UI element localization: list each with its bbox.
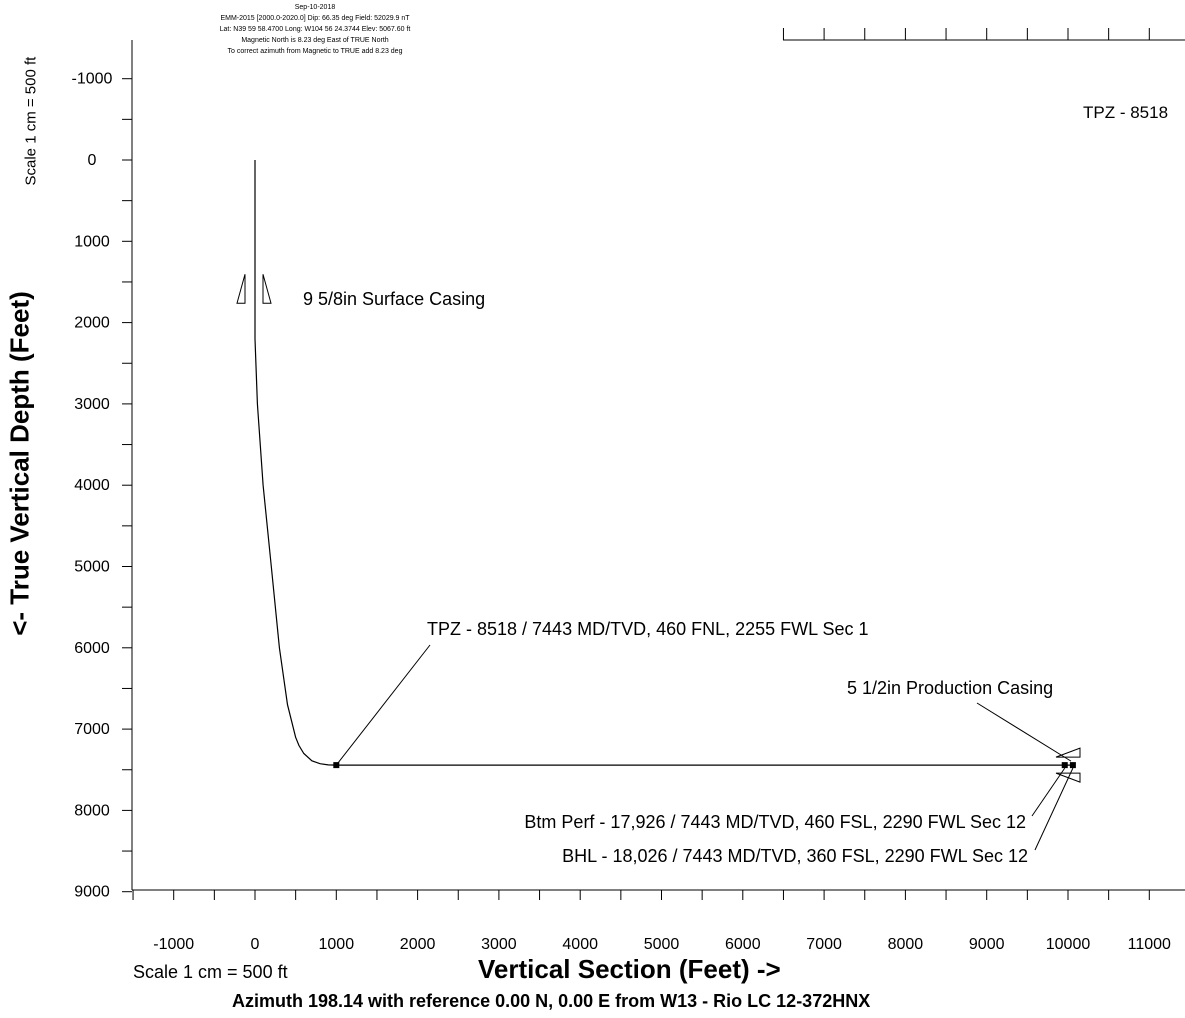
x-tick-label: 5000 xyxy=(644,936,680,953)
header-correction: To correct azimuth from Magnetic to TRUE… xyxy=(227,48,403,55)
point-marker xyxy=(1061,762,1068,769)
annotation-label: 5 1/2in Production Casing xyxy=(847,678,1053,698)
leader-line xyxy=(1031,767,1066,817)
y-tick-label: -1000 xyxy=(72,71,113,88)
x-tick-label: 6000 xyxy=(725,936,761,953)
x-axis-title: Vertical Section (Feet) -> xyxy=(478,954,781,984)
top-ruler-label: TPZ - 8518 xyxy=(1083,103,1168,122)
x-tick-label: 8000 xyxy=(888,936,924,953)
leader-line xyxy=(1034,767,1074,851)
x-tick-label: 10000 xyxy=(1046,936,1091,953)
annotation-label: Btm Perf - 17,926 / 7443 MD/TVD, 460 FSL… xyxy=(524,812,1026,832)
annotation-label: TPZ - 8518 / 7443 MD/TVD, 460 FNL, 2255 … xyxy=(427,619,869,639)
point-marker xyxy=(1069,762,1076,769)
azimuth-caption: Azimuth 198.14 with reference 0.00 N, 0.… xyxy=(232,991,871,1011)
well-path-line xyxy=(254,160,1073,766)
annotation-label: BHL - 18,026 / 7443 MD/TVD, 360 FSL, 229… xyxy=(562,846,1028,866)
x-tick-label: 7000 xyxy=(806,936,842,953)
casing-symbol xyxy=(262,274,272,304)
y-tick-label: 1000 xyxy=(74,233,110,250)
y-tick-label: 7000 xyxy=(74,721,110,738)
y-tick-label: 3000 xyxy=(74,396,110,413)
header-magnetic-north: Magnetic North is 8.23 deg East of TRUE … xyxy=(241,37,389,44)
horizontal-scale-note: Scale 1 cm = 500 ft xyxy=(133,962,288,982)
x-tick-label: -1000 xyxy=(153,936,194,953)
header-date: Sep-10-2018 xyxy=(294,4,336,11)
y-tick-label: 0 xyxy=(88,152,97,169)
leader-line xyxy=(335,644,431,766)
header-model: EMM-2015 [2000.0-2020.0] Dip: 66.35 deg … xyxy=(220,15,410,22)
header-location: Lat: N39 59 58.4700 Long: W104 56 24.374… xyxy=(219,26,411,33)
x-tick-label: 0 xyxy=(251,936,260,953)
x-tick-label: 3000 xyxy=(481,936,517,953)
casing-symbol xyxy=(1055,747,1081,758)
y-tick-label: 8000 xyxy=(74,802,110,819)
annotation-label: 9 5/8in Surface Casing xyxy=(303,289,485,309)
casing-symbol xyxy=(236,274,246,304)
y-tick-label: 9000 xyxy=(74,884,110,901)
header-block: Sep-10-2018 EMM-2015 [2000.0-2020.0] Dip… xyxy=(130,2,500,57)
x-tick-label: 1000 xyxy=(319,936,355,953)
y-tick-label: 4000 xyxy=(74,477,110,494)
y-tick-label: 6000 xyxy=(74,640,110,657)
y-tick-label: 2000 xyxy=(74,315,110,332)
leader-line xyxy=(976,702,1072,762)
x-tick-label: 4000 xyxy=(562,936,598,953)
x-tick-label: 2000 xyxy=(400,936,436,953)
x-tick-label: 11000 xyxy=(1128,936,1171,953)
x-tick-label: 9000 xyxy=(969,936,1005,953)
y-tick-label: 5000 xyxy=(74,559,110,576)
